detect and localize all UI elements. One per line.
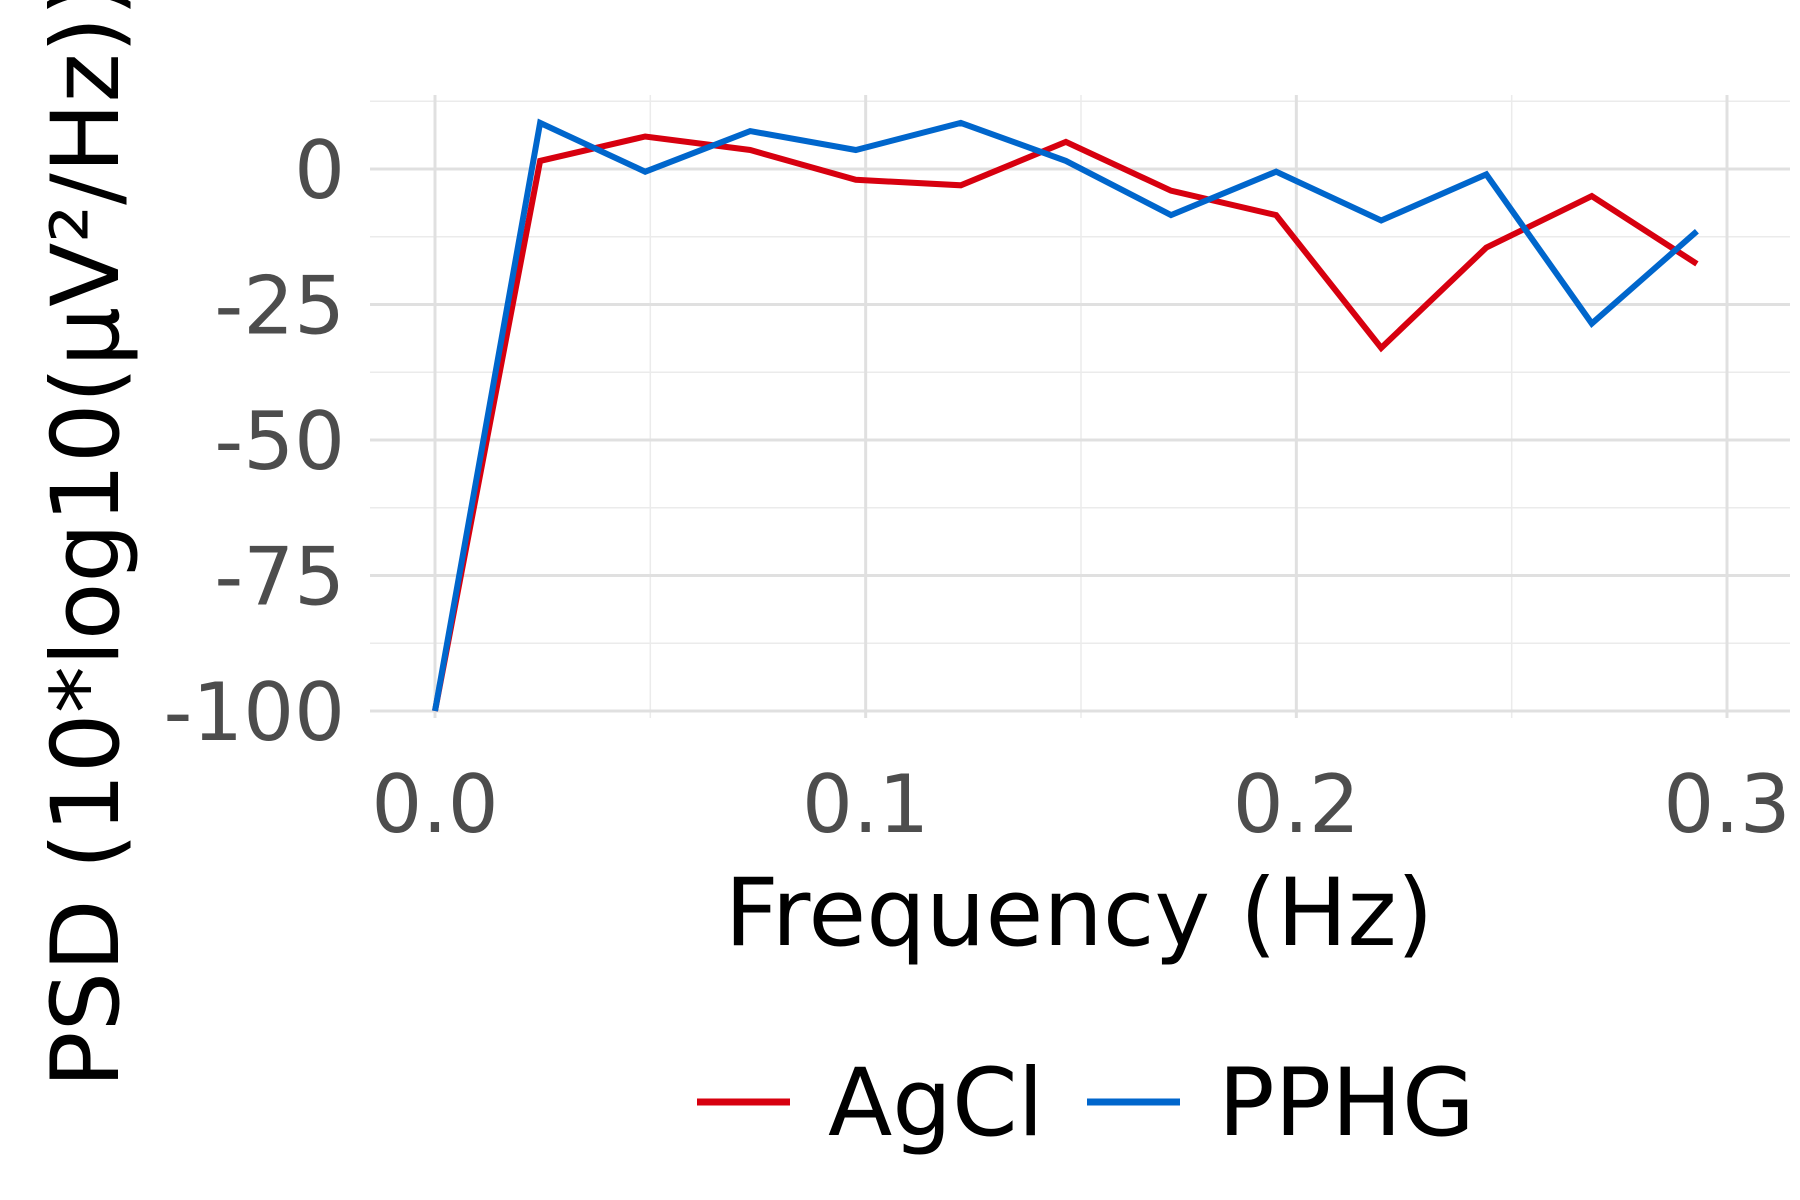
legend-label-agcl: AgCl — [828, 1049, 1044, 1158]
y-tick-label: 0 — [294, 124, 345, 217]
y-tick-label: -75 — [214, 531, 345, 624]
series-line-pphg — [432, 118, 1699, 712]
y-axis-ticks: -100 -75 -50 -25 0 — [163, 124, 345, 759]
series-line-agcl — [432, 133, 1699, 712]
y-tick-label: -25 — [214, 260, 345, 353]
legend: AgCl PPHG — [697, 1049, 1475, 1158]
x-axis-ticks: 0.0 0.1 0.2 0.3 — [371, 758, 1790, 851]
y-axis-title: PSD (10*log10(µV²/Hz)) — [32, 0, 141, 1088]
minor-gridlines — [370, 95, 1790, 718]
x-axis-title: Frequency (Hz) — [725, 859, 1434, 968]
x-tick-label: 0.0 — [371, 758, 498, 851]
x-tick-label: 0.3 — [1663, 758, 1790, 851]
x-tick-label: 0.2 — [1233, 758, 1360, 851]
legend-label-pphg: PPHG — [1218, 1049, 1475, 1158]
x-tick-label: 0.1 — [802, 758, 929, 851]
series-lines — [432, 118, 1699, 712]
y-tick-label: -100 — [163, 666, 345, 759]
y-tick-label: -50 — [214, 395, 345, 488]
major-gridlines — [370, 95, 1790, 718]
